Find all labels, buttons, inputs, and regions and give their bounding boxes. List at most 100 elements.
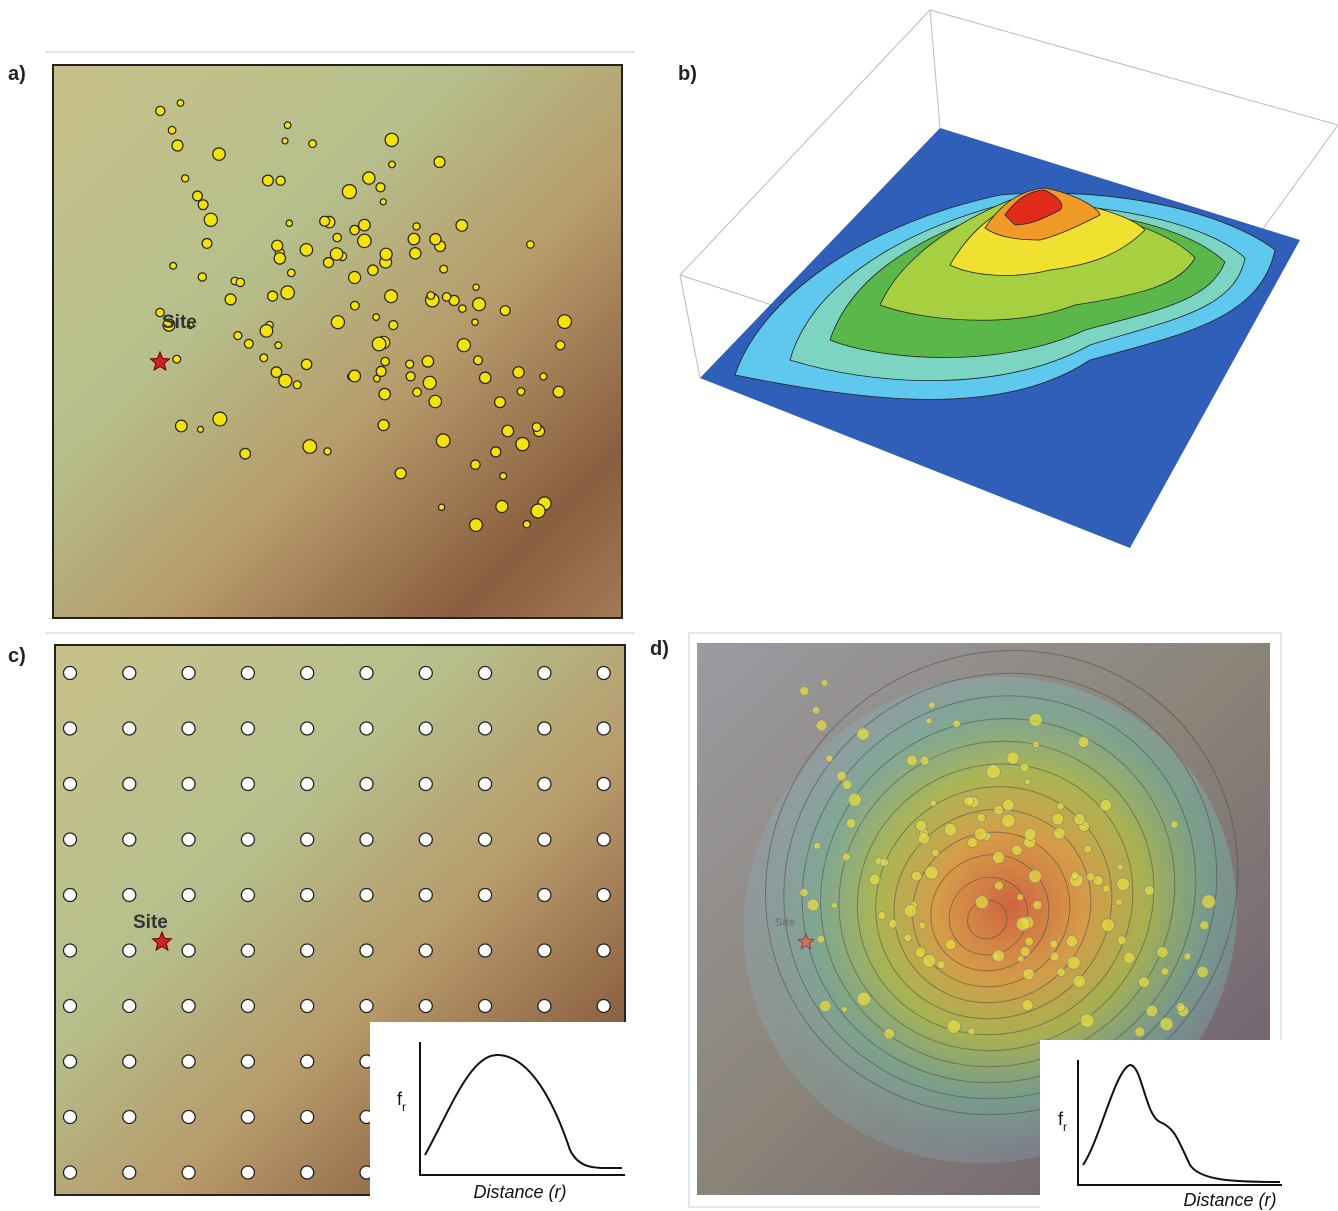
site-point (274, 253, 285, 264)
site-point (284, 122, 291, 129)
grid-point (479, 667, 492, 680)
site-point (800, 888, 808, 896)
site-point (395, 468, 406, 479)
site-point (376, 183, 385, 192)
grid-point (360, 944, 373, 957)
grid-point (538, 889, 551, 902)
site-point (826, 755, 833, 762)
site-point (974, 828, 986, 840)
site-point (1101, 919, 1114, 932)
grid-point (301, 722, 314, 735)
grid-point (182, 889, 195, 902)
site-point (831, 903, 837, 909)
site-point (523, 521, 530, 528)
site-point (513, 367, 524, 378)
grid-point (538, 667, 551, 680)
site-point (920, 756, 929, 765)
site-label: Site (162, 312, 197, 333)
site-point (204, 213, 217, 226)
site-point (406, 372, 415, 381)
grid-point (597, 833, 610, 846)
site-point (423, 376, 436, 389)
grid-point (123, 722, 136, 735)
site-point (198, 426, 204, 432)
grid-point (64, 722, 77, 735)
site-point (878, 912, 886, 920)
site-point (1007, 752, 1019, 764)
site-point (303, 440, 317, 454)
site-point (1029, 713, 1042, 726)
site-point (1020, 763, 1029, 772)
grid-point (301, 944, 314, 957)
site-point (1080, 1014, 1094, 1028)
site-point (1052, 813, 1064, 825)
grid-point (360, 833, 373, 846)
site-point (156, 106, 165, 115)
grid-point (64, 889, 77, 902)
grid-point (479, 778, 492, 791)
site-point (324, 258, 334, 268)
site-point (968, 1028, 975, 1035)
site-point (459, 305, 466, 312)
site-point (389, 321, 398, 330)
site-point (947, 1020, 961, 1034)
site-point (1018, 955, 1025, 962)
site-point (1024, 828, 1036, 840)
site-point (1020, 946, 1030, 956)
site-point (471, 460, 480, 469)
grid-point (301, 833, 314, 846)
site-point (240, 448, 251, 459)
grid-point (64, 778, 77, 791)
site-point (1002, 814, 1015, 827)
site-point (1074, 814, 1085, 825)
grid-point (360, 889, 373, 902)
site-point (531, 504, 545, 518)
site-point (281, 286, 294, 299)
site-point (268, 291, 278, 301)
grid-point (538, 833, 551, 846)
site-point (1022, 1000, 1033, 1011)
site-point (994, 805, 1003, 814)
site-point (172, 140, 183, 151)
grid-point (419, 944, 432, 957)
site-point (430, 234, 441, 245)
site-point (516, 438, 529, 451)
site-point (1124, 952, 1135, 963)
site-point (1176, 1003, 1185, 1012)
grid-point (123, 889, 136, 902)
grid-point (241, 889, 254, 902)
site-point (842, 1006, 848, 1012)
site-point (198, 200, 208, 210)
site-point (1025, 937, 1033, 945)
site-point (309, 140, 317, 148)
site-point (470, 519, 483, 532)
grid-point (182, 778, 195, 791)
site-point (800, 686, 809, 695)
site-point (807, 899, 819, 911)
x-axis-label: Distance (r) (1183, 1190, 1276, 1210)
site-point (817, 935, 825, 943)
grid-point (419, 1000, 432, 1013)
grid-point (479, 944, 492, 957)
site-point (1157, 947, 1168, 958)
site-label: Site (775, 917, 795, 929)
grid-point (123, 667, 136, 680)
grid-point (182, 722, 195, 735)
site-point (413, 223, 420, 230)
site-point (1066, 936, 1077, 947)
grid-point (123, 778, 136, 791)
site-point (916, 820, 927, 831)
site-point (857, 992, 871, 1006)
site-point (330, 248, 342, 260)
site-point (373, 314, 380, 321)
site-point (553, 386, 564, 397)
site-point (848, 793, 861, 806)
site-point (1033, 741, 1040, 748)
site-point (944, 824, 956, 836)
site-point (368, 265, 378, 275)
site-point (474, 356, 483, 365)
site-point (363, 172, 375, 184)
grid-point (123, 1166, 136, 1179)
site-point (495, 397, 506, 408)
site-point (812, 706, 820, 714)
